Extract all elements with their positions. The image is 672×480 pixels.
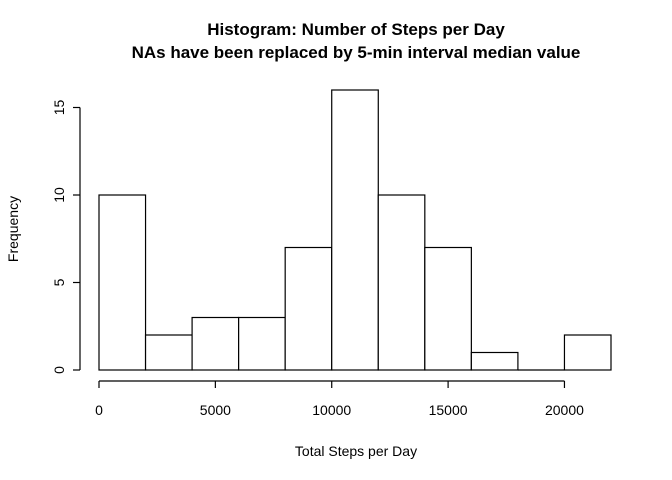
histogram-bar [424, 246, 472, 371]
histogram-bar [563, 334, 612, 371]
histogram-bars [98, 89, 612, 371]
y-tick-label: 10 [51, 187, 67, 203]
histogram-bar [144, 334, 193, 371]
x-tick-label: 15000 [429, 402, 468, 418]
histogram-bar [191, 316, 240, 371]
chart-title: Histogram: Number of Steps per Day [207, 20, 505, 39]
histogram-bar [238, 316, 286, 371]
x-tick-label: 20000 [545, 402, 584, 418]
x-tick-label: 0 [95, 402, 103, 418]
histogram-bar [377, 194, 426, 371]
y-axis: 0 5 10 15 [51, 100, 81, 374]
y-tick-label: 15 [51, 100, 67, 116]
chart-subtitle: NAs have been replaced by 5-min interval… [132, 43, 581, 62]
y-axis-label: Frequency [5, 196, 21, 262]
y-tick-label: 0 [51, 366, 67, 374]
histogram-bar [331, 89, 379, 371]
x-tick-label: 10000 [312, 402, 351, 418]
histogram-bar [98, 194, 147, 371]
histogram-bar [284, 246, 333, 371]
x-tick-label: 5000 [200, 402, 231, 418]
y-tick-label: 5 [51, 278, 67, 286]
histogram-bar [470, 351, 519, 371]
x-axis: 0 5000 10000 15000 20000 [95, 380, 584, 418]
x-axis-label: Total Steps per Day [295, 443, 417, 459]
